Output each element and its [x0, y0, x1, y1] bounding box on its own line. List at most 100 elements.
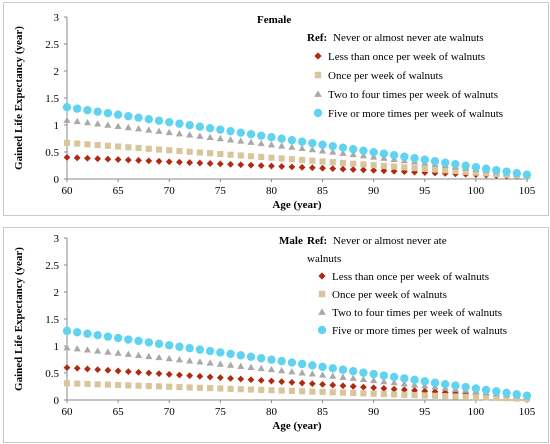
legend-marker-circle: [313, 108, 323, 118]
data-point: [196, 358, 204, 365]
data-point: [104, 155, 112, 163]
x-tick-label: 60: [62, 185, 74, 197]
data-point: [165, 128, 173, 136]
y-tick-label: 2: [54, 287, 60, 299]
data-point: [186, 131, 194, 138]
data-point: [135, 368, 142, 376]
data-point: [84, 141, 91, 148]
x-tick-label: 95: [419, 406, 431, 418]
data-point: [103, 332, 113, 341]
data-point: [338, 143, 348, 152]
data-point: [73, 104, 82, 113]
data-point: [328, 141, 337, 151]
data-point: [267, 355, 276, 364]
data-point: [288, 163, 296, 171]
data-point: [175, 119, 184, 128]
data-point: [73, 154, 81, 162]
data-point: [389, 150, 399, 160]
data-point: [328, 364, 337, 373]
data-point: [421, 392, 428, 399]
data-point: [124, 335, 133, 344]
data-point: [83, 119, 92, 126]
data-point: [308, 145, 316, 153]
data-point: [195, 122, 205, 131]
data-point: [63, 344, 71, 351]
y-tick-label: 2: [54, 66, 60, 78]
y-tick-label: 1: [54, 341, 60, 353]
data-point: [247, 161, 255, 169]
data-point: [391, 163, 398, 170]
data-point: [410, 375, 419, 385]
data-point: [206, 133, 214, 140]
data-point: [451, 381, 460, 390]
data-point: [73, 345, 81, 352]
y-axis-title: Gained Life Expectancy (year): [13, 247, 25, 391]
data-point: [297, 137, 307, 146]
legend-ref-prefix: Ref:: [307, 32, 327, 44]
data-point: [267, 365, 276, 373]
data-point: [430, 156, 440, 166]
data-point: [237, 362, 245, 369]
legend-ref-prefix: Ref:: [307, 235, 327, 247]
data-point: [227, 151, 234, 158]
data-point: [154, 339, 164, 349]
data-point: [155, 383, 163, 390]
data-point: [166, 383, 173, 390]
data-point: [461, 382, 470, 392]
data-point: [237, 161, 245, 169]
x-tick-label: 80: [266, 406, 278, 418]
data-point: [155, 370, 163, 378]
data-point: [227, 374, 234, 382]
y-tick-label: 0: [54, 174, 60, 186]
data-point: [359, 368, 368, 377]
data-point: [185, 120, 194, 130]
data-point: [176, 158, 183, 166]
x-tick-label: 75: [215, 406, 227, 418]
data-point: [298, 144, 306, 152]
data-point: [319, 158, 326, 165]
data-point: [319, 388, 326, 396]
data-point: [452, 168, 459, 175]
data-point: [134, 351, 143, 358]
data-point: [483, 170, 490, 177]
data-point: [400, 374, 409, 383]
data-point: [134, 336, 143, 346]
data-point: [63, 364, 71, 371]
data-point: [442, 393, 449, 400]
data-point: [441, 379, 450, 389]
series-triangle: [63, 344, 531, 400]
y-tick-label: 0.5: [45, 147, 59, 159]
x-tick-label: 90: [368, 185, 380, 197]
legend-marker-triangle: [318, 308, 326, 315]
data-point: [359, 152, 368, 159]
data-point: [513, 395, 520, 402]
data-point: [389, 372, 399, 382]
data-point: [462, 393, 469, 400]
data-point: [370, 153, 378, 160]
x-tick-label: 65: [113, 185, 125, 197]
y-tick-label: 0.5: [45, 368, 59, 380]
x-tick-label: 80: [266, 185, 278, 197]
data-point: [73, 117, 81, 125]
data-point: [512, 168, 521, 178]
data-point: [104, 381, 111, 388]
data-point: [431, 166, 439, 173]
data-point: [420, 155, 429, 164]
data-point: [308, 361, 317, 370]
data-point: [114, 156, 122, 163]
data-point: [196, 132, 204, 139]
series-square: [63, 380, 531, 402]
series-diamond: [63, 154, 531, 181]
data-point: [522, 170, 532, 179]
data-point: [349, 150, 357, 158]
data-point: [298, 379, 306, 387]
data-point: [207, 150, 214, 157]
data-point: [247, 138, 255, 145]
data-point: [451, 159, 460, 169]
data-point: [257, 131, 266, 140]
data-point: [246, 352, 256, 361]
legend-marker-diamond: [314, 52, 322, 60]
data-point: [472, 394, 479, 401]
data-point: [217, 150, 224, 158]
data-point: [114, 122, 122, 129]
